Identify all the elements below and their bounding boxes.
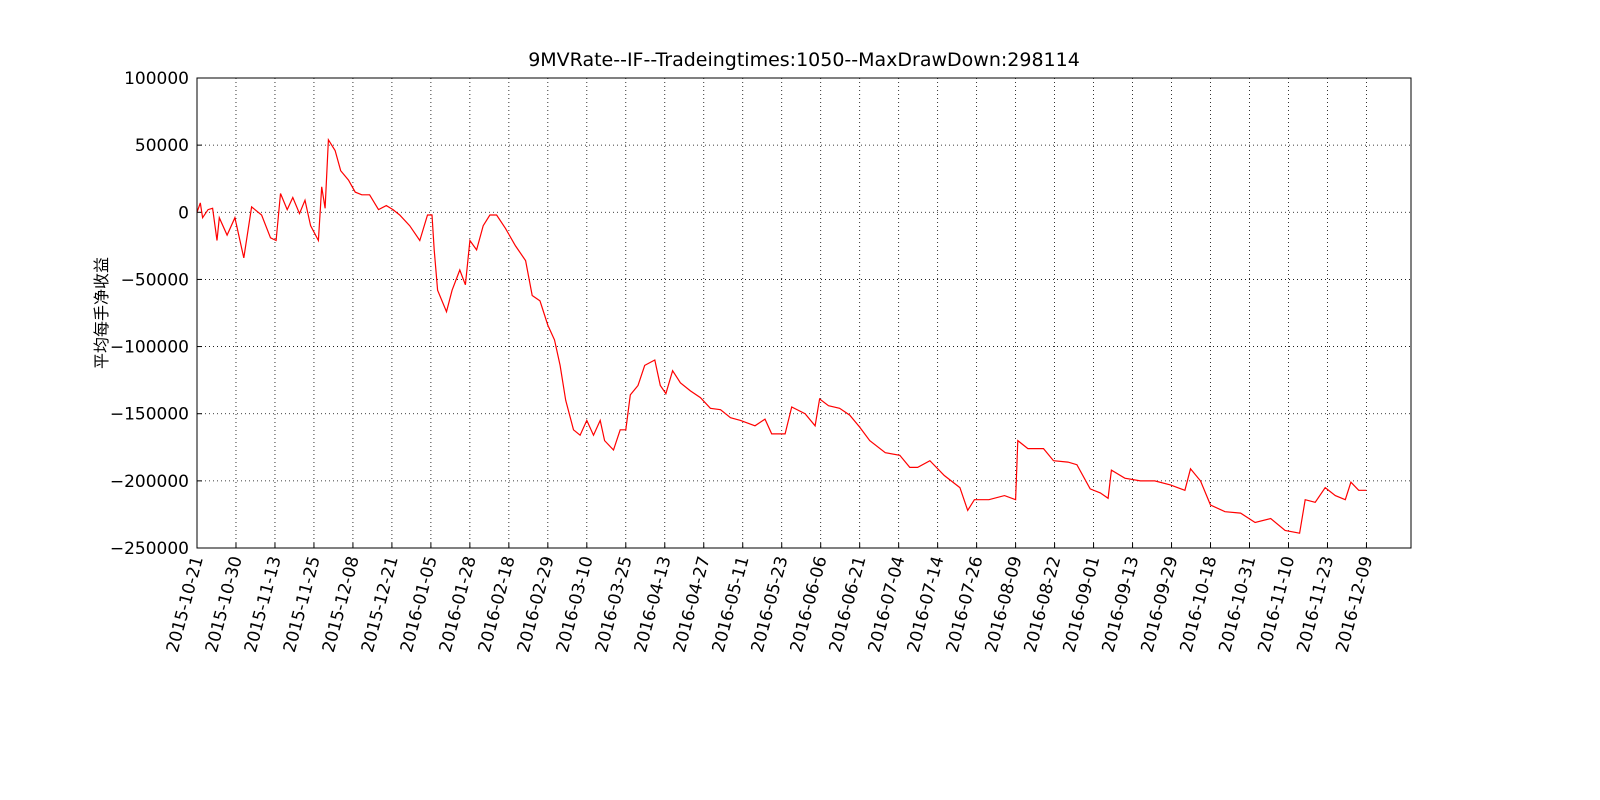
x-tick-label: 2016-08-09 bbox=[982, 554, 1027, 655]
x-tick-label: 2015-11-13 bbox=[241, 554, 286, 655]
x-tick-label: 2016-09-13 bbox=[1099, 554, 1144, 655]
x-tick-label: 2016-06-21 bbox=[826, 554, 871, 655]
x-tick-label: 2015-10-21 bbox=[163, 554, 208, 655]
x-tick-label: 2015-12-08 bbox=[319, 554, 364, 655]
x-tick-label: 2016-04-13 bbox=[631, 554, 676, 655]
x-tick-label: 2016-12-09 bbox=[1332, 554, 1377, 655]
x-tick-label: 2016-09-29 bbox=[1137, 554, 1182, 655]
x-tick-label: 2016-04-27 bbox=[670, 554, 715, 655]
x-tick-label: 2016-06-06 bbox=[787, 554, 832, 655]
x-tick-label: 2016-01-05 bbox=[397, 554, 442, 655]
y-tick-label: 100000 bbox=[124, 69, 189, 89]
x-tick-label: 2016-07-04 bbox=[865, 554, 910, 655]
x-tick-label: 2015-11-25 bbox=[280, 554, 325, 655]
plot-frame bbox=[196, 77, 1412, 549]
x-tick-label: 2016-10-31 bbox=[1215, 554, 1260, 655]
y-tick-label: −100000 bbox=[110, 338, 189, 358]
chart-title: 9MVRate--IF--Tradeingtimes:1050--MaxDraw… bbox=[528, 49, 1080, 71]
x-tick-label: 2016-09-01 bbox=[1060, 554, 1105, 655]
x-tick-label: 2016-01-28 bbox=[436, 554, 481, 655]
x-tick-label: 2016-03-10 bbox=[553, 554, 598, 655]
x-tick-label: 2016-03-25 bbox=[592, 554, 637, 655]
x-tick-label: 2016-05-23 bbox=[748, 554, 793, 655]
y-axis-label: 平均每手净收益 bbox=[92, 257, 111, 369]
x-tick-label: 2016-10-18 bbox=[1176, 554, 1221, 655]
x-tick-label: 2015-10-30 bbox=[202, 554, 247, 655]
x-tick-label: 2016-07-26 bbox=[943, 554, 988, 655]
y-tick-label: 50000 bbox=[135, 136, 189, 156]
y-tick-label: −200000 bbox=[110, 472, 189, 492]
x-tick-label: 2016-11-23 bbox=[1293, 554, 1338, 655]
x-tick-label: 2016-07-14 bbox=[904, 554, 949, 655]
y-tick-label: −150000 bbox=[110, 405, 189, 425]
x-tick-label: 2016-05-11 bbox=[709, 554, 754, 655]
x-tick-label: 2015-12-21 bbox=[358, 554, 403, 655]
y-tick-label: −50000 bbox=[121, 270, 189, 290]
data-line bbox=[196, 137, 1367, 534]
x-tick-label: 2016-02-29 bbox=[514, 554, 559, 655]
x-tick-label: 2016-02-18 bbox=[475, 554, 520, 655]
x-tick-label: 2016-11-10 bbox=[1254, 554, 1299, 655]
y-tick-label: 0 bbox=[178, 203, 189, 223]
y-tick-label: −250000 bbox=[110, 539, 189, 559]
x-tick-label: 2016-08-22 bbox=[1021, 554, 1066, 655]
